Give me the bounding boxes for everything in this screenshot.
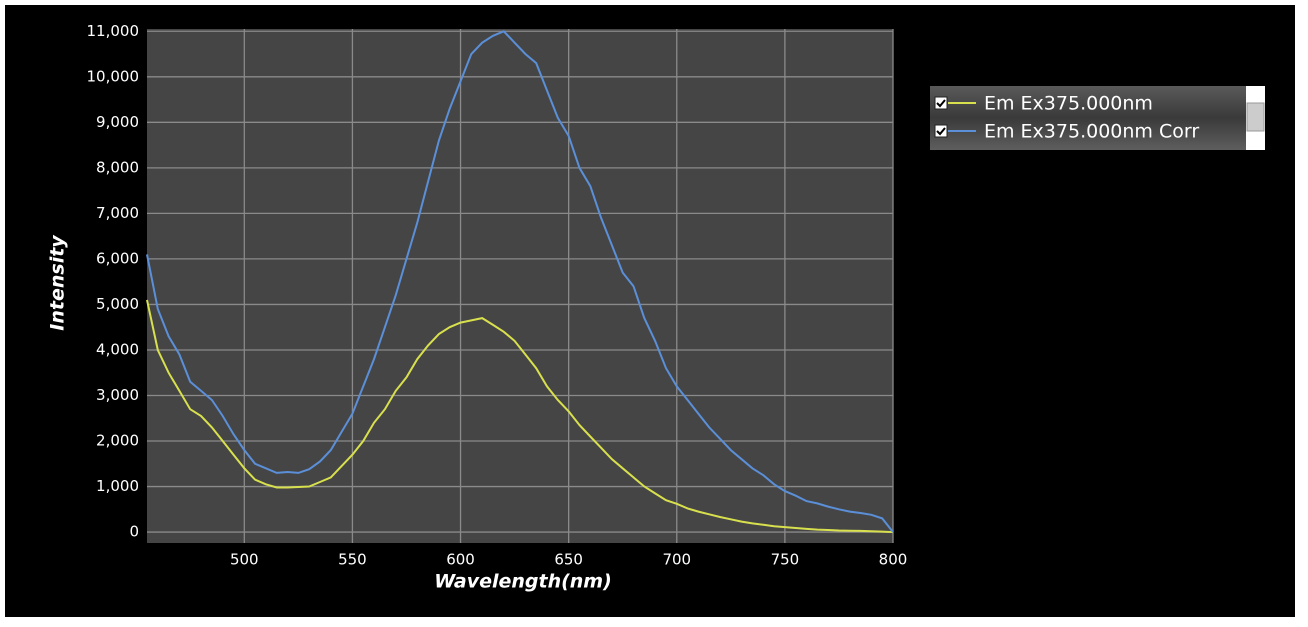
y-axis-title: Intensity <box>47 234 69 331</box>
y-tick-label: 10,000 <box>87 67 140 85</box>
legend-check <box>936 127 946 136</box>
y-tick-label: 11,000 <box>87 22 140 40</box>
y-tick-label: 5,000 <box>96 295 139 313</box>
legend-checkbox[interactable] <box>934 124 948 138</box>
x-tick-label: 600 <box>446 551 475 569</box>
x-tick-label: 750 <box>771 551 800 569</box>
y-tick-label: 4,000 <box>96 340 139 358</box>
y-tick-label: 9,000 <box>96 113 139 131</box>
y-tick-label: 1,000 <box>96 477 139 495</box>
y-tick-label: 2,000 <box>96 432 139 450</box>
x-tick-label: 500 <box>230 551 259 569</box>
y-tick-label: 3,000 <box>96 386 139 404</box>
y-tick-label: 6,000 <box>96 249 139 267</box>
x-tick-label: 650 <box>554 551 583 569</box>
legend-label: Em Ex375.000nm <box>984 93 1153 115</box>
y-tick-label: 8,000 <box>96 158 139 176</box>
plot-area <box>147 29 893 543</box>
legend <box>930 86 1246 150</box>
y-tick-label: 7,000 <box>96 204 139 222</box>
legend-check <box>936 99 946 108</box>
legend-label: Em Ex375.000nm Corr <box>984 121 1199 143</box>
y-tick-label: 0 <box>129 523 139 541</box>
x-tick-label: 800 <box>879 551 908 569</box>
scrollbar-thumb[interactable] <box>1246 102 1265 132</box>
legend-checkbox[interactable] <box>934 96 948 110</box>
x-tick-label: 550 <box>338 551 367 569</box>
x-tick-label: 700 <box>662 551 691 569</box>
data-line <box>146 299 894 534</box>
x-axis-title: Wavelength(nm) <box>434 571 612 593</box>
data-line <box>146 30 894 533</box>
